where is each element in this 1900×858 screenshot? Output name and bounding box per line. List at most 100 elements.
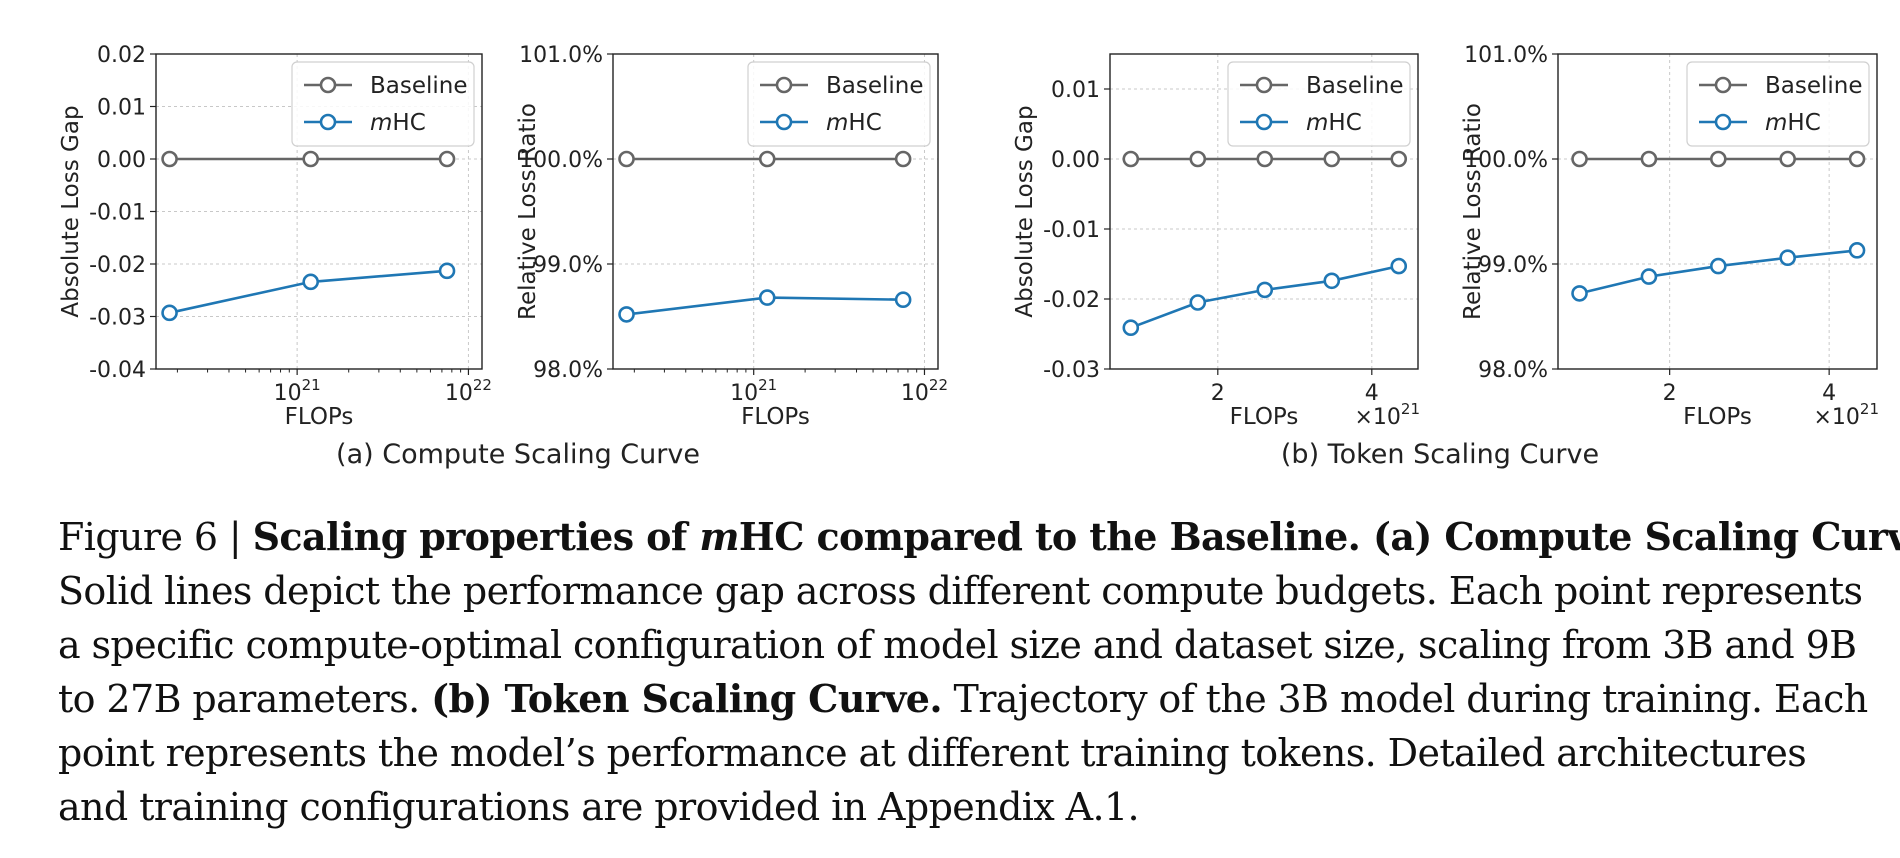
legend-box: [747, 61, 931, 147]
y-tick-label: 100.0%: [519, 148, 603, 173]
caption-line-2: Solid lines depict the performance gap a…: [58, 569, 1863, 613]
y-tick-label: 99.0%: [533, 253, 603, 278]
y-axis-label: Absolute Loss Gap: [58, 105, 84, 317]
caption-line-6: and training configurations are provided…: [58, 785, 1140, 829]
panel-a-relative-loss-ratio: 98.0% 99.0% 100.0% 101.0% 1021 1022 FLOPs Relat…: [515, 43, 948, 430]
data-point-mhc: [1640, 268, 1658, 285]
data-point-baseline: [1390, 150, 1408, 168]
data-point-mhc: [1848, 242, 1866, 259]
y-axis-label: Relative Loss Ratio: [1460, 103, 1486, 320]
x-tick-label: 1022: [901, 376, 948, 406]
data-point-baseline: [1256, 150, 1274, 168]
y-tick-label: 0.00: [97, 148, 146, 173]
legend-marker-baseline: [1255, 76, 1273, 94]
x-tick-label: 2: [1663, 381, 1677, 406]
y-tick-label: 0.02: [97, 43, 146, 68]
caption-line-5: point represents the model’s performance…: [58, 731, 1807, 775]
legend-marker-mhc: [319, 113, 337, 131]
data-point-baseline: [1189, 150, 1207, 168]
legend-label-baseline: Baseline: [370, 73, 468, 99]
panel-b-absolute-loss-gap: -0.03 -0.02 -0.01 0.00 0.01 2 4 FLOPs Absolute L…: [1012, 53, 1420, 430]
data-point-mhc: [161, 304, 178, 322]
x-tick-label: 2: [1211, 381, 1225, 406]
legend-label-baseline: Baseline: [1765, 73, 1863, 99]
legend-label-mhc: mHC: [1765, 110, 1821, 136]
caption-bold-italic-m: m: [699, 514, 739, 559]
y-tick-label: -0.03: [1043, 358, 1100, 383]
plot-frame: [612, 53, 939, 370]
x-axis-label: FLOPs: [285, 404, 354, 430]
data-point-baseline: [1122, 150, 1140, 168]
data-point-baseline: [1779, 150, 1796, 168]
y-tick-label: -0.04: [89, 358, 146, 383]
data-point-baseline: [438, 150, 456, 168]
legend-box: [1686, 61, 1870, 147]
caption-text-3-post: Trajectory of the 3B model during traini…: [941, 677, 1868, 721]
y-axis-label: Absolute Loss Gap: [1012, 105, 1038, 317]
y-tick-label: -0.01: [1043, 218, 1100, 243]
data-point-mhc: [438, 262, 456, 280]
legend-marker-mhc: [1714, 113, 1732, 131]
data-point-mhc: [1256, 281, 1274, 299]
y-tick-label: 98.0%: [533, 358, 603, 383]
caption-text-3-pre: to 27B parameters.: [58, 677, 432, 721]
data-point-mhc: [1571, 285, 1588, 302]
group-label-a: (a) Compute Scaling Curve: [336, 439, 700, 470]
data-point-baseline: [758, 150, 776, 168]
y-tick-label: 99.0%: [1478, 253, 1548, 278]
legend-label-mhc: mHC: [826, 110, 882, 136]
data-point-baseline: [1640, 150, 1658, 168]
data-point-mhc: [894, 291, 912, 309]
x-offset-multiplier: ×1021: [1354, 400, 1420, 430]
data-point-baseline: [1848, 150, 1866, 168]
data-point-baseline: [302, 150, 319, 168]
data-point-baseline: [618, 150, 635, 168]
data-point-mhc: [1323, 272, 1341, 290]
x-tick-label: 4: [1365, 381, 1379, 406]
x-axis-label: FLOPs: [1230, 404, 1299, 430]
figure-charts: -0.04 -0.03 -0.02 -0.01 0.00 0.01 0.02 1021 1022…: [58, 43, 1879, 470]
x-tick-label: 1022: [445, 376, 492, 406]
legend-label-baseline: Baseline: [826, 73, 924, 99]
caption-line-3: a specific compute-optimal configuration…: [58, 623, 1857, 667]
panel-a-absolute-loss-gap: -0.04 -0.03 -0.02 -0.01 0.00 0.01 0.02 1021 1022…: [58, 43, 492, 430]
data-point-baseline: [1571, 150, 1588, 168]
data-point-mhc: [1122, 319, 1140, 337]
data-point-baseline: [894, 150, 912, 168]
data-point-mhc: [1779, 249, 1796, 267]
x-offset-multiplier: ×1021: [1813, 400, 1879, 430]
data-point-baseline: [1323, 150, 1341, 168]
data-point-mhc: [1189, 294, 1207, 311]
group-label-b: (b) Token Scaling Curve: [1281, 439, 1599, 470]
x-tick-label: 1021: [730, 376, 777, 406]
y-tick-label: 100.0%: [1464, 148, 1548, 173]
legend-label-baseline: Baseline: [1306, 73, 1404, 99]
y-axis-label: Relative Loss Ratio: [515, 103, 541, 320]
y-tick-label: -0.02: [1043, 288, 1100, 313]
legend-label-mhc: mHC: [1306, 110, 1362, 136]
data-point-baseline: [161, 150, 178, 168]
plot-frame: [1109, 53, 1419, 370]
caption-bold-title-pre: Scaling properties of: [252, 514, 700, 559]
caption-figure-label: Figure 6 |: [58, 515, 253, 559]
y-tick-label: 0.01: [97, 96, 146, 121]
x-tick-label: 4: [1822, 381, 1836, 406]
data-point-mhc: [618, 306, 635, 323]
y-tick-label: 0.01: [1051, 78, 1100, 103]
y-tick-label: -0.03: [89, 306, 146, 331]
x-tick-label: 1021: [274, 376, 321, 406]
y-tick-label: 101.0%: [519, 43, 603, 68]
legend-marker-baseline: [1714, 76, 1732, 94]
y-tick-label: 98.0%: [1478, 358, 1548, 383]
data-point-baseline: [1709, 150, 1727, 168]
y-tick-label: 101.0%: [1464, 43, 1548, 68]
legend-box: [1227, 61, 1411, 147]
x-axis-label: FLOPs: [741, 404, 810, 430]
legend-marker-mhc: [1255, 113, 1273, 131]
figure-caption: Figure 6 | Scaling properties of mHC com…: [58, 510, 1900, 834]
plot-frame: [1557, 53, 1878, 370]
y-tick-label: -0.02: [89, 253, 146, 278]
legend-label-mhc: mHC: [370, 110, 426, 136]
data-point-mhc: [1709, 257, 1727, 275]
legend-box: [291, 61, 475, 147]
